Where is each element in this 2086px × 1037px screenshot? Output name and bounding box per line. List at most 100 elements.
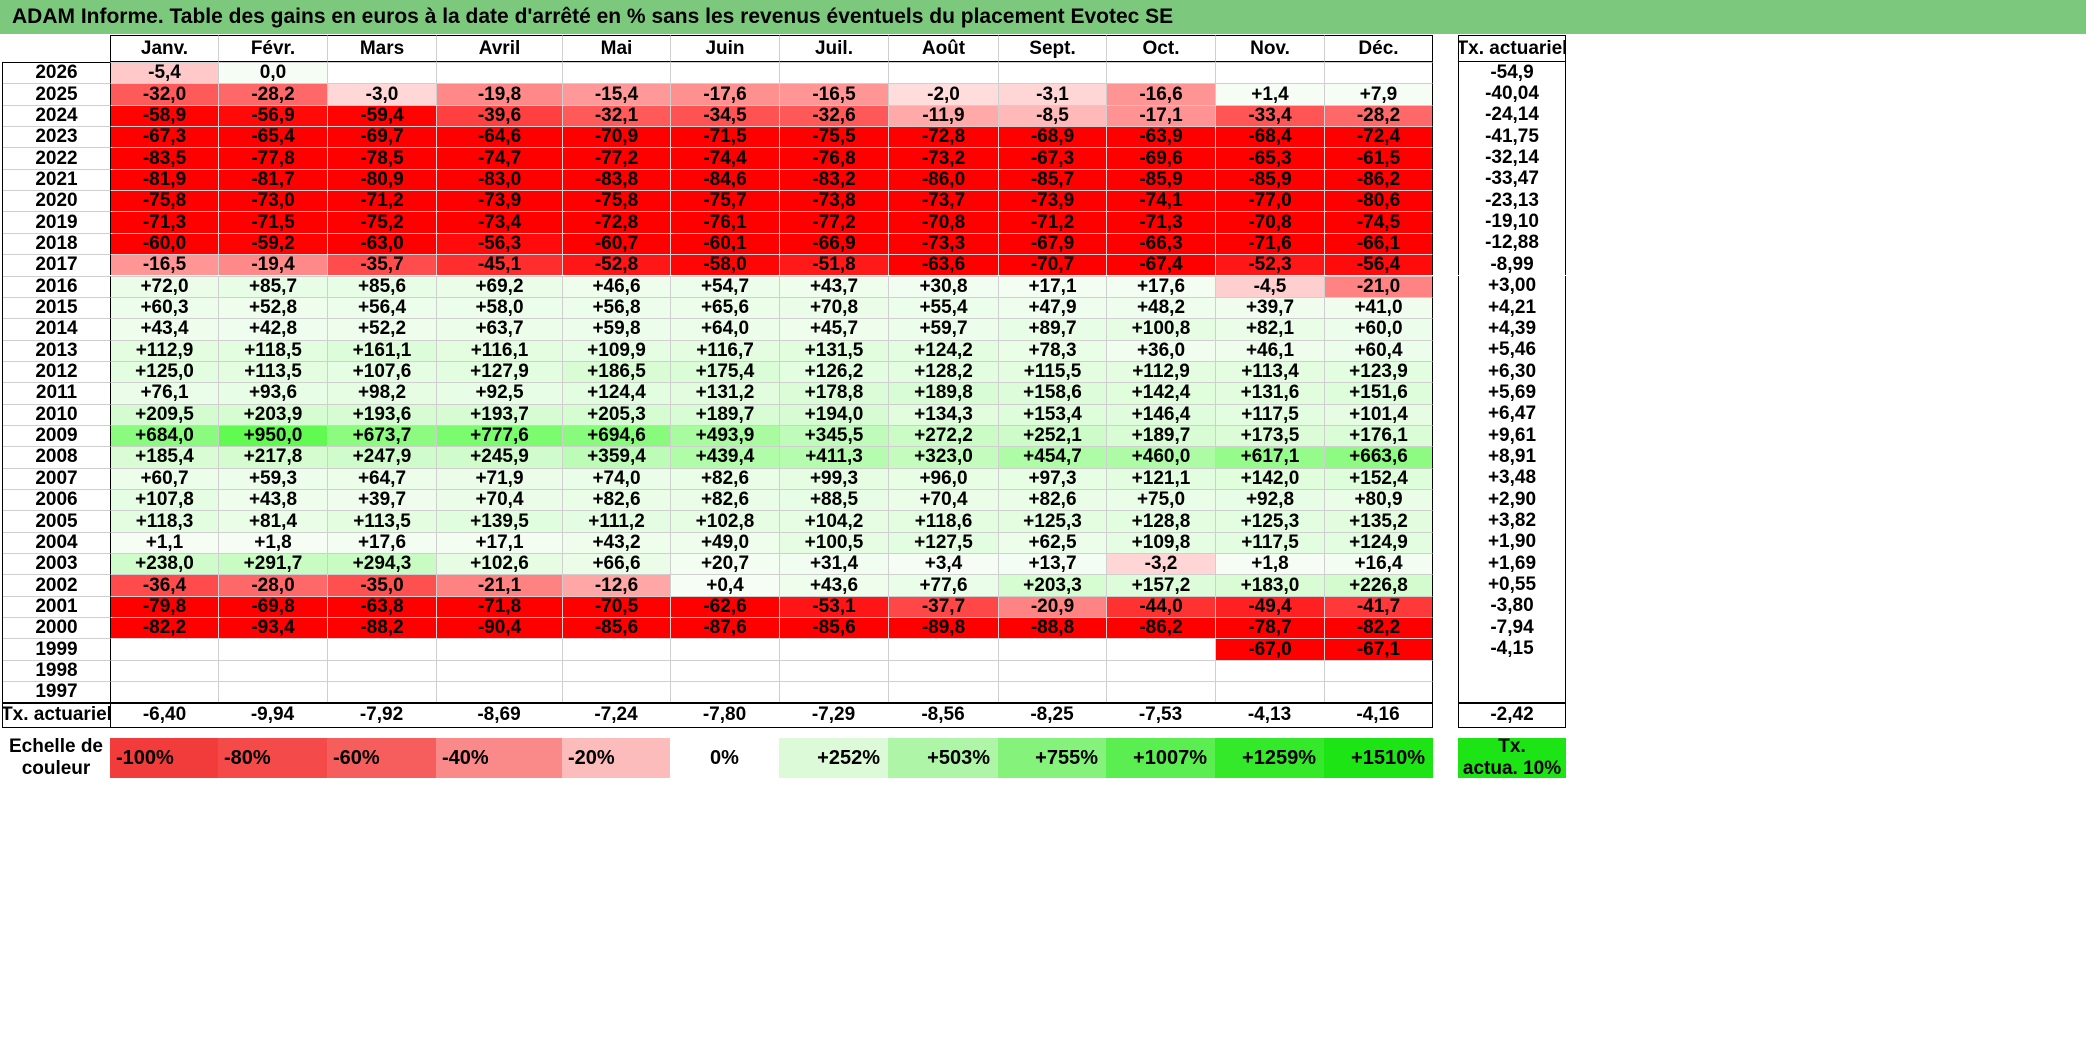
gain-cell: +112,9 xyxy=(110,339,218,361)
year-label: 2020 xyxy=(2,190,110,212)
gain-cell: +185,4 xyxy=(110,446,218,468)
rate-cell: +6,30 xyxy=(1458,360,1566,383)
footer-rate-cell: -8,56 xyxy=(888,702,998,728)
year-label: 2009 xyxy=(2,424,110,447)
gain-cell: -85,9 xyxy=(1215,168,1324,191)
gain-cell: +59,3 xyxy=(218,467,327,489)
gain-cell: -3,1 xyxy=(998,83,1106,105)
gain-cell: +205,3 xyxy=(562,403,670,425)
gain-cell: -56,3 xyxy=(436,232,562,255)
gain-cell xyxy=(1106,659,1215,682)
gain-cell xyxy=(779,62,888,84)
gain-cell: +71,9 xyxy=(436,467,562,489)
gain-cell: -70,8 xyxy=(888,211,998,233)
gain-cell: -75,2 xyxy=(327,211,436,233)
rate-cell: +3,48 xyxy=(1458,467,1566,489)
gain-cell: +52,8 xyxy=(218,296,327,319)
gain-cell: +102,6 xyxy=(436,553,562,575)
rate-cell xyxy=(1458,659,1566,682)
gain-cell: -63,6 xyxy=(888,254,998,276)
gain-cell: -71,3 xyxy=(1106,211,1215,233)
gain-cell: -83,5 xyxy=(110,147,218,169)
gain-cell: +189,7 xyxy=(670,403,779,425)
gain-cell: +1,8 xyxy=(1215,553,1324,575)
gain-cell: -70,5 xyxy=(562,595,670,618)
gain-cell xyxy=(1324,681,1433,703)
gain-cell: -35,0 xyxy=(327,574,436,596)
scale-label-line2: couleur xyxy=(21,758,91,778)
gain-cell: -71,8 xyxy=(436,595,562,618)
gain-cell: +45,7 xyxy=(779,318,888,340)
year-label: 2005 xyxy=(2,510,110,532)
footer-rate-cell: -7,53 xyxy=(1106,702,1215,728)
gain-cell: -39,6 xyxy=(436,104,562,127)
gain-cell: +56,4 xyxy=(327,296,436,319)
gain-cell: +123,9 xyxy=(1324,360,1433,383)
scale-swatch: -80% xyxy=(218,738,327,778)
gain-cell: +663,6 xyxy=(1324,446,1433,468)
gain-cell: +85,7 xyxy=(218,275,327,297)
month-header: Mars xyxy=(327,35,436,62)
gain-cell: +183,0 xyxy=(1215,574,1324,596)
gain-cell: +60,4 xyxy=(1324,339,1433,361)
gain-cell xyxy=(670,659,779,682)
gain-cell: +17,6 xyxy=(1106,275,1215,297)
gain-cell: +17,1 xyxy=(998,275,1106,297)
gain-cell: +189,7 xyxy=(1106,424,1215,447)
gain-cell: +104,2 xyxy=(779,510,888,532)
gain-cell: -53,1 xyxy=(779,595,888,618)
gain-cell xyxy=(1215,659,1324,682)
rate-cell: +3,00 xyxy=(1458,275,1566,297)
gain-cell: +117,5 xyxy=(1215,531,1324,554)
gain-cell: +70,8 xyxy=(779,296,888,319)
gain-cell: +43,6 xyxy=(779,574,888,596)
gain-cell: -16,5 xyxy=(110,254,218,276)
gain-cell: -80,6 xyxy=(1324,190,1433,212)
gain-cell: +272,2 xyxy=(888,424,998,447)
gain-cell: -67,3 xyxy=(110,126,218,148)
rate-cell: +1,90 xyxy=(1458,531,1566,554)
gain-cell: +75,0 xyxy=(1106,489,1215,511)
footer-label: Tx. actuariel xyxy=(2,702,110,728)
month-header: Juil. xyxy=(779,35,888,62)
gain-cell: +245,9 xyxy=(436,446,562,468)
gain-cell: -19,4 xyxy=(218,254,327,276)
year-label: 2022 xyxy=(2,147,110,169)
gain-cell: -85,6 xyxy=(779,617,888,639)
gain-cell: -36,4 xyxy=(110,574,218,596)
gain-cell: -73,9 xyxy=(436,190,562,212)
gain-cell: +82,6 xyxy=(670,489,779,511)
gain-cell: +109,8 xyxy=(1106,531,1215,554)
gain-cell: -80,9 xyxy=(327,168,436,191)
gain-cell: -75,8 xyxy=(562,190,670,212)
month-header: Oct. xyxy=(1106,35,1215,62)
gain-cell: -67,1 xyxy=(1324,638,1433,660)
gain-cell: +125,0 xyxy=(110,360,218,383)
gain-cell xyxy=(436,638,562,660)
gain-cell: +131,2 xyxy=(670,382,779,404)
gain-cell: +125,3 xyxy=(1215,510,1324,532)
gain-cell: -20,9 xyxy=(998,595,1106,618)
gain-cell: +121,1 xyxy=(1106,467,1215,489)
gain-cell: +64,7 xyxy=(327,467,436,489)
gain-cell: -58,9 xyxy=(110,104,218,127)
gain-cell: +116,7 xyxy=(670,339,779,361)
gain-cell: -76,8 xyxy=(779,147,888,169)
footer-rate-cell: -7,80 xyxy=(670,702,779,728)
gain-cell: +70,4 xyxy=(888,489,998,511)
gain-cell: +49,0 xyxy=(670,531,779,554)
gain-cell: +100,8 xyxy=(1106,318,1215,340)
gain-cell: -19,8 xyxy=(436,83,562,105)
gain-cell: +80,9 xyxy=(1324,489,1433,511)
rate-cell: +5,69 xyxy=(1458,382,1566,404)
gain-cell: -69,6 xyxy=(1106,147,1215,169)
table-title: ADAM Informe. Table des gains en euros à… xyxy=(12,5,1174,28)
footer-rate-cell: -4,16 xyxy=(1324,702,1433,728)
rate-cell: +2,90 xyxy=(1458,489,1566,511)
gain-cell: +128,2 xyxy=(888,360,998,383)
gain-cell: +161,1 xyxy=(327,339,436,361)
gain-cell xyxy=(1324,62,1433,84)
scale-swatch: -100% xyxy=(110,738,218,778)
gain-cell: +82,6 xyxy=(670,467,779,489)
gain-cell: +7,9 xyxy=(1324,83,1433,105)
